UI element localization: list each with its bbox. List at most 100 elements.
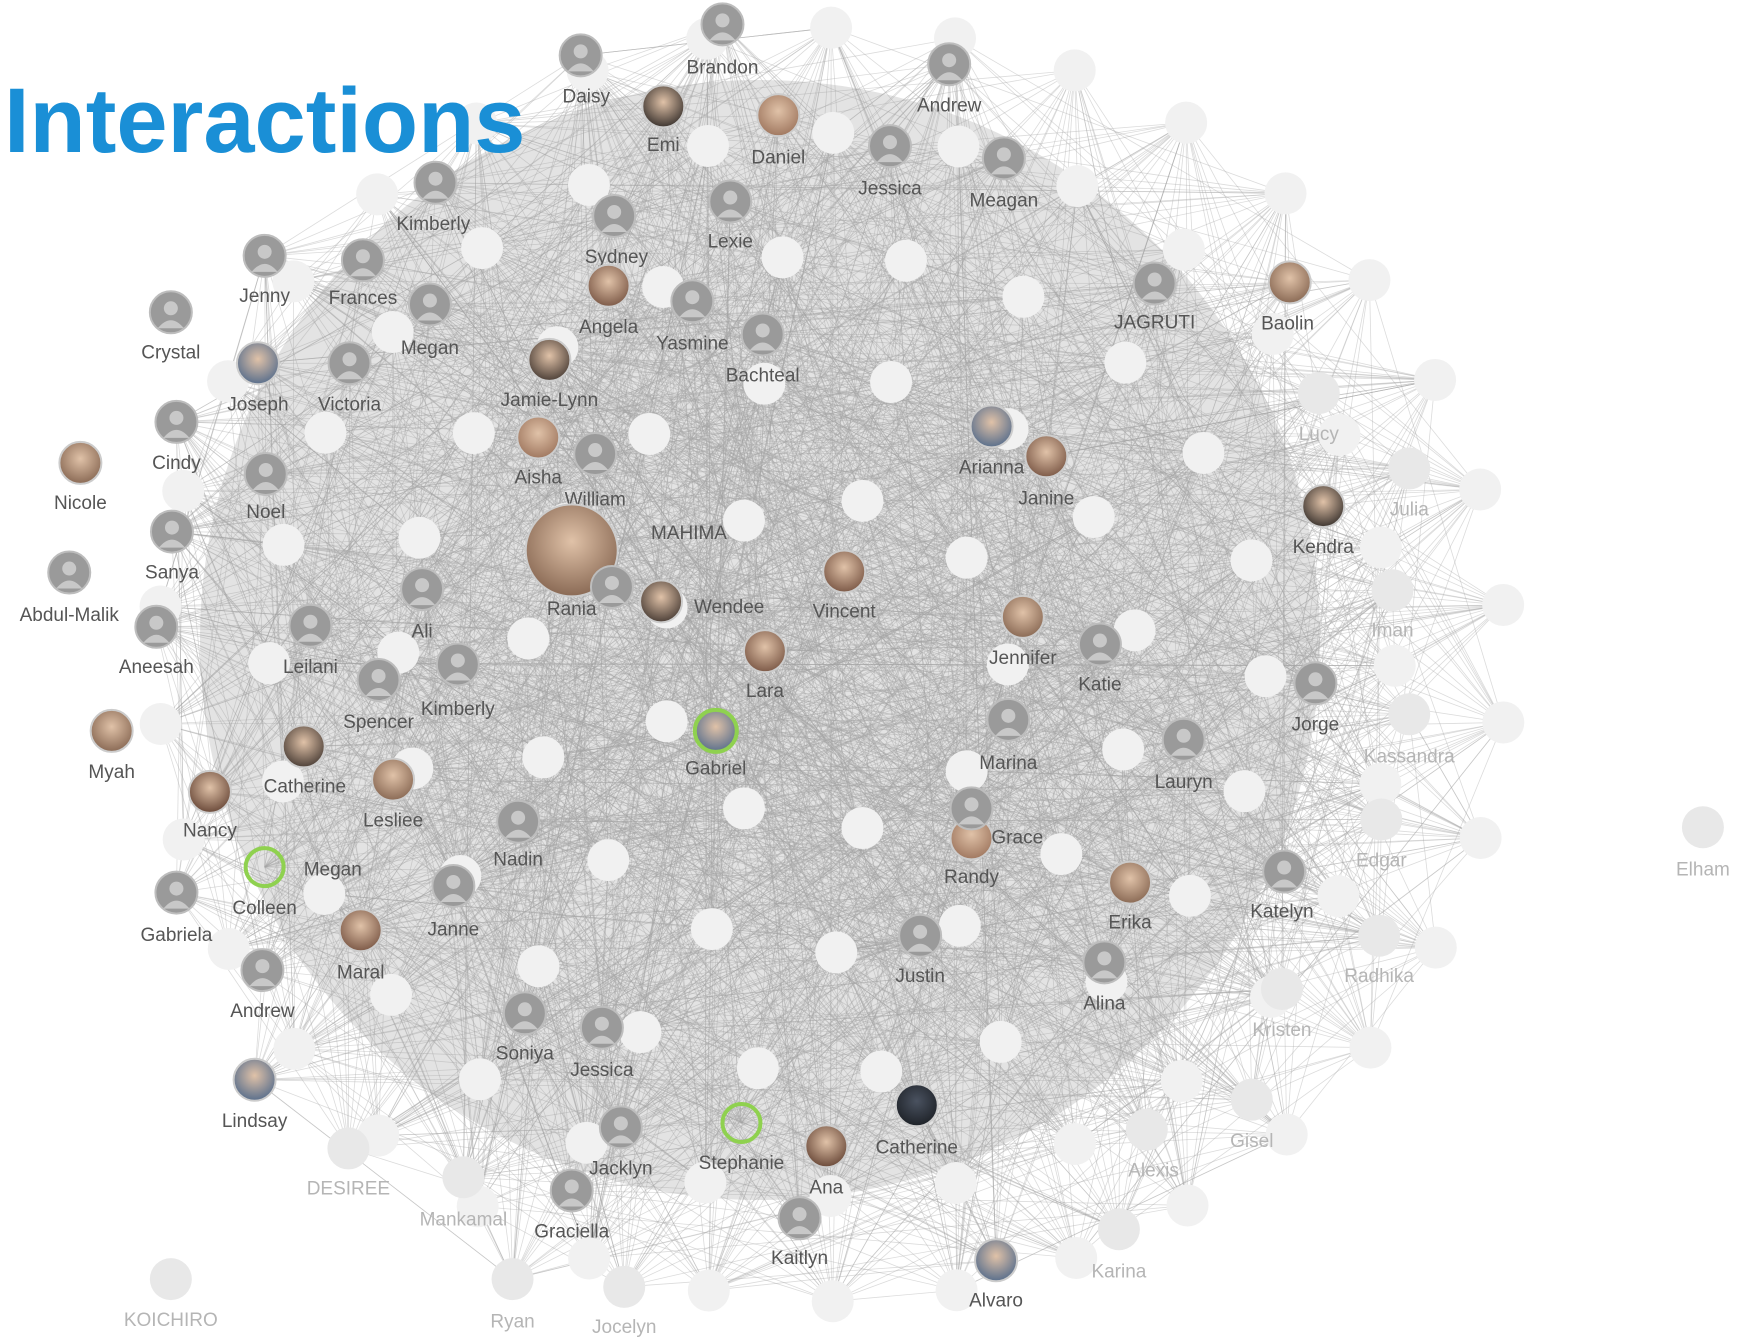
node-placeholder [453,412,495,454]
node[interactable]: Nicole [54,442,107,514]
node[interactable]: Julia [1388,447,1430,520]
node-label: Aisha [514,467,562,488]
node-circle [1388,693,1430,735]
node[interactable]: Alvaro [969,1239,1023,1311]
node-circle [1371,569,1413,611]
node[interactable]: Lara [744,630,786,702]
node-label: Jamie-Lynn [501,390,599,411]
node-placeholder [263,524,305,566]
node-circle [1261,968,1303,1010]
node-label: Aneesah [119,657,194,678]
node[interactable]: Iman [1371,569,1413,641]
node-photo [823,550,865,592]
avatar-head [451,653,465,667]
node[interactable]: Crystal [141,291,200,363]
node-label: Rania [547,599,597,620]
node-placeholder [885,240,927,282]
node[interactable]: Colleen [232,898,296,919]
node[interactable]: Lindsay [222,1059,288,1132]
node-label: Marina [979,753,1038,774]
node-label: Janine [1018,488,1074,509]
node[interactable]: Elham [1676,806,1730,880]
node-label: Kassandra [1364,747,1455,768]
node-placeholder [459,1058,501,1100]
avatar-head [1177,729,1191,743]
node[interactable]: Erika [1108,862,1152,934]
node[interactable]: KOICHIRO [124,1258,218,1331]
avatar-head [518,1002,532,1016]
node-placeholder [737,1047,779,1089]
node-label: Megan [304,859,362,880]
node-label: Karina [1091,1261,1146,1282]
node-label: Megan [401,338,459,359]
avatar-head [574,44,588,58]
node-photo [744,630,786,672]
node[interactable]: Sanya [145,511,199,584]
node-label: Andrew [230,1001,295,1022]
node-photo [1269,261,1311,303]
node[interactable]: Karina [1091,1208,1146,1282]
page: Interactions {"title":"Interactions","no… [0,0,1742,1340]
node-label: Kendra [1293,537,1355,558]
node-label: Baolin [1261,313,1314,334]
node-photo [340,909,382,951]
node-label: Kristen [1252,1020,1311,1041]
node-label: Crystal [141,342,200,363]
node-circle [492,1258,534,1300]
node-placeholder [1317,875,1359,917]
avatar-head [259,463,273,477]
node-photo [59,442,101,484]
node-label: Lindsay [222,1111,288,1132]
node-label: Jenny [239,286,290,307]
node[interactable]: Abdul-Malik [20,552,120,626]
node-label: Gabriel [685,759,746,780]
node-placeholder [1265,172,1307,214]
node-label: Lauryn [1155,772,1213,793]
node[interactable]: Ryan [490,1258,534,1332]
node-photo [91,710,133,752]
node[interactable]: Gabriela [141,872,213,946]
node-label: Mankamal [420,1209,508,1230]
node-photo [372,759,414,801]
node-placeholder [815,931,857,973]
node[interactable]: Katie [1078,624,1121,696]
node-label: Jocelyn [592,1317,656,1338]
node-label: Lesliee [363,811,423,832]
node-placeholder [1163,229,1205,271]
node-label: JAGRUTI [1114,312,1195,333]
avatar-head [423,294,437,308]
avatar-head [588,443,602,457]
node[interactable]: Ana [805,1125,847,1198]
node-label: Ryan [490,1311,534,1332]
node-photo [283,725,325,767]
node[interactable]: Emi [642,85,684,156]
node-placeholder [140,703,182,745]
node[interactable]: Noel [245,453,287,523]
node-label: Edgar [1356,851,1407,872]
node-placeholder [1231,539,1273,581]
node-label: Maral [337,962,385,983]
node-label: Alina [1083,993,1126,1014]
node-circle [1358,915,1400,957]
avatar-head [62,562,76,576]
node-placeholder [1482,584,1524,626]
node-placeholder [841,480,883,522]
node-label: Myah [88,762,134,783]
node-placeholder [1460,817,1502,859]
avatar-head [356,249,370,263]
node-placeholder [841,807,883,849]
node[interactable]: Alina [1083,941,1126,1014]
node-placeholder [356,173,398,215]
node-placeholder [507,617,549,659]
node[interactable]: Cindy [152,401,201,474]
node-label: Soniya [496,1043,555,1064]
node-label: Alexis [1128,1161,1179,1182]
node[interactable]: Myah [88,710,134,783]
node-label: Justin [895,966,945,987]
avatar-head [793,1207,807,1221]
node[interactable]: Lexie [708,181,753,253]
avatar-head [942,53,956,67]
avatar-head [605,576,619,590]
node-label: Cindy [152,453,201,474]
node-label: Daisy [562,86,610,107]
